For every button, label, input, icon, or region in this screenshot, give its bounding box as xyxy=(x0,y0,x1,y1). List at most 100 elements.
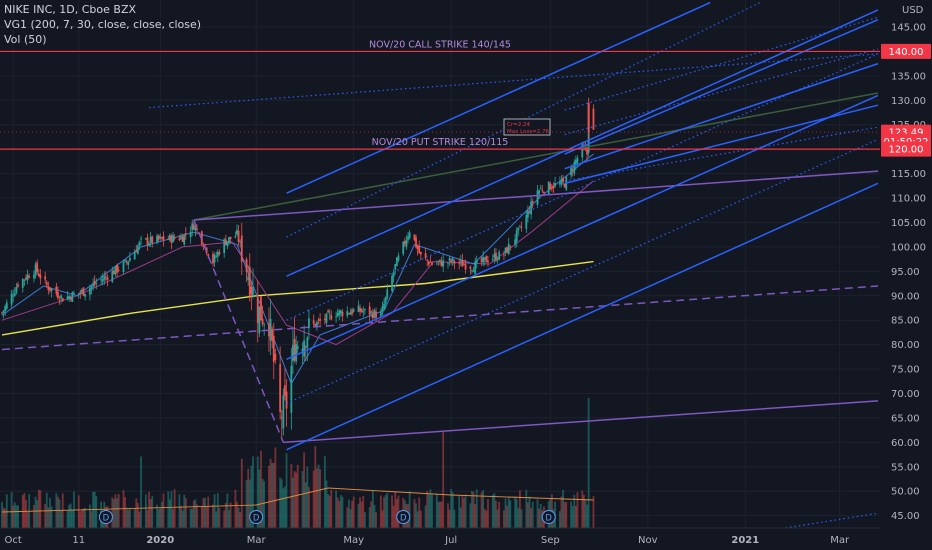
volume-bar xyxy=(212,504,214,528)
volume-bar xyxy=(303,452,306,528)
trendline[interactable] xyxy=(193,219,285,443)
trendline[interactable] xyxy=(564,126,879,182)
volume-bar xyxy=(415,503,417,528)
volume-bar xyxy=(442,430,445,528)
volume-bar xyxy=(144,494,147,528)
volume-bar xyxy=(391,495,393,528)
dividend-marker[interactable]: D xyxy=(541,510,556,524)
volume-bar xyxy=(560,496,563,528)
candle xyxy=(55,282,58,297)
volume-bar xyxy=(426,490,429,528)
volume-bar xyxy=(204,497,206,528)
candle xyxy=(240,222,243,275)
candle xyxy=(338,309,341,321)
currency-label: USD xyxy=(902,5,924,16)
volume-bar xyxy=(39,490,42,528)
trendline[interactable] xyxy=(283,400,879,444)
trendline[interactable] xyxy=(193,92,879,221)
credit-annotation-box[interactable]: Cr=2.24 Max Loss=2.76 xyxy=(503,118,551,136)
volume-bar xyxy=(480,491,483,528)
candle xyxy=(245,257,248,282)
volume-bar xyxy=(347,499,350,528)
trendline[interactable] xyxy=(286,182,879,451)
candle xyxy=(317,317,320,325)
candle xyxy=(576,155,579,168)
candle xyxy=(136,243,139,256)
chart-legend[interactable]: NIKE INC, 1D, Cboe BZX VG1 (200, 7, 30, … xyxy=(4,2,201,47)
dividend-marker[interactable]: D xyxy=(98,510,113,524)
candle xyxy=(239,239,242,248)
indicator-volume[interactable]: Vol (50) xyxy=(4,33,47,46)
volume-bar xyxy=(183,494,186,528)
trendline[interactable] xyxy=(564,48,879,136)
volume-bar xyxy=(138,511,141,528)
price-axis[interactable]: USD 145.00140.00135.00130.00125.00120.00… xyxy=(880,0,932,550)
candle xyxy=(447,261,449,269)
candle xyxy=(330,310,333,321)
trendline[interactable] xyxy=(564,18,879,155)
call-strike-label: NOV/20 CALL STRIKE 140/145 xyxy=(369,39,511,50)
volume-bar xyxy=(314,446,317,528)
candle xyxy=(106,274,109,287)
volume-bar xyxy=(413,499,416,528)
candle xyxy=(346,306,349,319)
candle xyxy=(237,225,240,247)
candle xyxy=(172,231,174,243)
svg-text:123.49: 123.49 xyxy=(889,128,924,139)
candle xyxy=(496,256,499,264)
trendline[interactable] xyxy=(564,104,879,185)
volume-bar xyxy=(194,499,197,528)
trendline[interactable] xyxy=(286,9,879,277)
candle xyxy=(44,271,47,284)
candle xyxy=(218,249,221,256)
symbol-title[interactable]: NIKE INC, 1D, Cboe BZX xyxy=(4,3,137,16)
candle xyxy=(439,259,441,266)
candle xyxy=(125,259,128,266)
candle xyxy=(448,255,451,266)
candle xyxy=(122,259,125,275)
volume-bar xyxy=(359,497,361,528)
candle xyxy=(33,270,35,283)
candle xyxy=(183,233,186,247)
dividend-marker[interactable]: D xyxy=(396,510,411,524)
volume-bar xyxy=(248,479,251,528)
time-axis[interactable]: Oct 11 2020 Mar May Jul Sep Nov 2021 Mar xyxy=(0,527,932,550)
indicator-vg1[interactable]: VG1 (200, 7, 30, close, close, close) xyxy=(4,18,202,31)
trendline[interactable] xyxy=(193,170,879,221)
trendline[interactable] xyxy=(149,53,879,109)
trendline[interactable] xyxy=(286,53,879,321)
volume-bar xyxy=(82,508,85,528)
candle xyxy=(60,293,63,304)
trendline[interactable] xyxy=(286,1,711,194)
price-axis-label: 120.00 xyxy=(881,141,931,157)
trendline[interactable] xyxy=(1,285,879,351)
candle xyxy=(450,258,453,265)
trendline[interactable] xyxy=(564,16,879,111)
volume-bar xyxy=(296,464,299,528)
volume-bar xyxy=(34,496,37,528)
trendline[interactable] xyxy=(286,94,879,360)
candle xyxy=(224,234,227,246)
volume-bar xyxy=(517,508,520,528)
dividend-marker[interactable]: D xyxy=(249,510,264,524)
volume-bar xyxy=(128,508,131,528)
trendline[interactable] xyxy=(564,62,879,170)
volume-bar xyxy=(498,501,501,528)
candle xyxy=(493,248,496,264)
volume-bar xyxy=(250,465,253,528)
candle xyxy=(453,259,456,270)
candle xyxy=(128,252,131,262)
volume-bar xyxy=(50,506,53,528)
candle xyxy=(111,266,114,283)
volume-bar xyxy=(245,480,248,528)
candle xyxy=(464,259,467,274)
candle xyxy=(295,335,298,365)
candle xyxy=(368,302,371,322)
trendline[interactable] xyxy=(647,512,879,550)
candle xyxy=(81,288,83,295)
candle xyxy=(339,309,342,318)
candle xyxy=(437,260,440,266)
candle xyxy=(487,256,489,267)
volume-bar xyxy=(172,508,174,528)
